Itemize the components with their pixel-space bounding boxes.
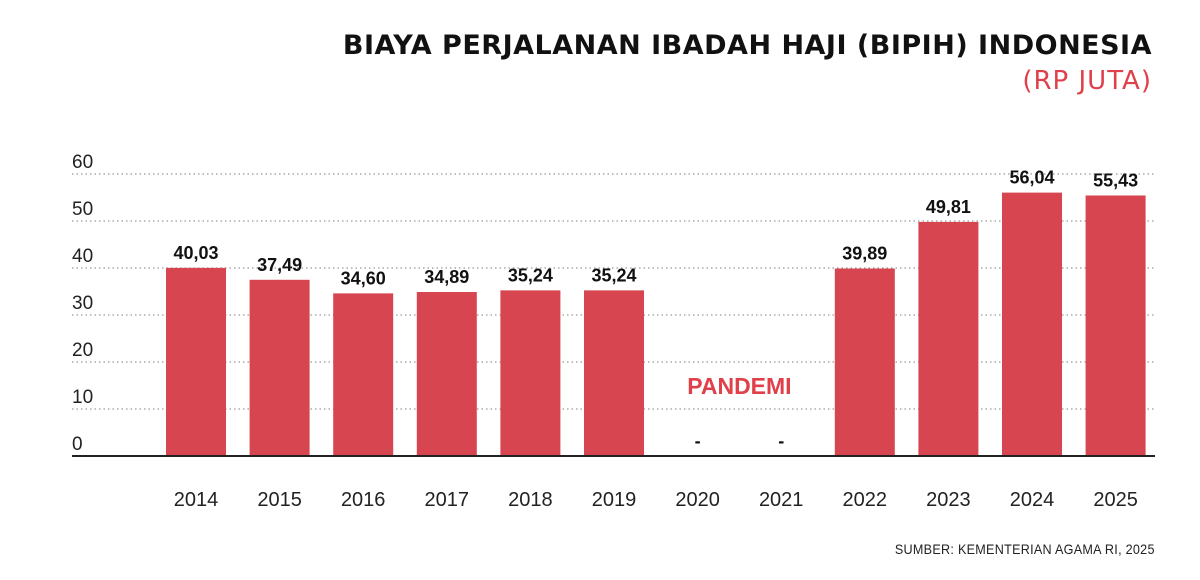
x-tick-label-2018: 2018 <box>508 489 553 511</box>
bar-2025 <box>1085 195 1146 456</box>
data-label-2016: 34,60 <box>341 268 386 288</box>
data-label-2019: 35,24 <box>591 265 636 285</box>
source-note: SUMBER: KEMENTERIAN AGAMA RI, 2025 <box>895 541 1155 557</box>
bar-2019 <box>584 290 644 456</box>
y-axis-ticks: 0 10 20 30 40 50 60 <box>72 152 93 455</box>
y-tick-label: 20 <box>72 340 93 361</box>
data-label-2020: - <box>695 431 701 451</box>
x-axis-ticks: 2014 2015 2016 2017 2018 2019 2020 2021 2022 2023… <box>174 489 1138 511</box>
x-tick-label-2016: 2016 <box>341 489 386 511</box>
data-label-2017: 34,89 <box>424 267 469 287</box>
x-tick-label-2017: 2017 <box>425 489 470 511</box>
y-tick-label: 0 <box>72 434 83 455</box>
data-label-2025: 55,43 <box>1093 170 1138 190</box>
data-labels: 40,03 37,49 34,60 34,89 35,24 35,24 - - 39,89 49,… <box>173 168 1138 451</box>
pandemic-annotation: PANDEMI <box>687 373 791 399</box>
bar-2022 <box>834 268 895 456</box>
data-label-2015: 37,49 <box>257 255 302 275</box>
bar-2014 <box>166 267 226 456</box>
chart-title: BIAYA PERJALANAN IBADAH HAJI (BIPIH) IND… <box>342 30 1152 61</box>
x-tick-label-2021: 2021 <box>759 489 804 511</box>
y-tick-label: 60 <box>72 152 93 173</box>
x-tick-label-2019: 2019 <box>592 489 637 511</box>
x-tick-label-2025: 2025 <box>1093 489 1138 511</box>
x-tick-label-2023: 2023 <box>926 489 971 511</box>
y-tick-label: 10 <box>72 387 93 408</box>
data-label-2021: - <box>778 431 784 451</box>
bar-2016 <box>333 293 394 456</box>
chart-subtitle: (RP JUTA) <box>1022 66 1152 96</box>
data-label-2022: 39,89 <box>842 244 887 264</box>
bar-2018 <box>500 290 561 456</box>
bars <box>166 192 1146 456</box>
bar-2017 <box>416 292 477 456</box>
y-tick-label: 30 <box>72 293 93 314</box>
x-tick-label-2020: 2020 <box>675 489 720 511</box>
data-label-2023: 49,81 <box>926 197 971 217</box>
x-tick-label-2024: 2024 <box>1010 489 1055 511</box>
x-tick-label-2015: 2015 <box>257 489 302 511</box>
data-label-2024: 56,04 <box>1009 168 1054 188</box>
data-label-2014: 40,03 <box>173 243 218 263</box>
y-tick-label: 40 <box>72 246 93 267</box>
data-label-2018: 35,24 <box>508 265 553 285</box>
bar-2015 <box>249 279 310 456</box>
bar-2023 <box>918 221 979 456</box>
y-tick-label: 50 <box>72 199 93 220</box>
x-tick-label-2014: 2014 <box>174 489 219 511</box>
bar-2024 <box>1002 192 1062 456</box>
x-tick-label-2022: 2022 <box>843 489 888 511</box>
